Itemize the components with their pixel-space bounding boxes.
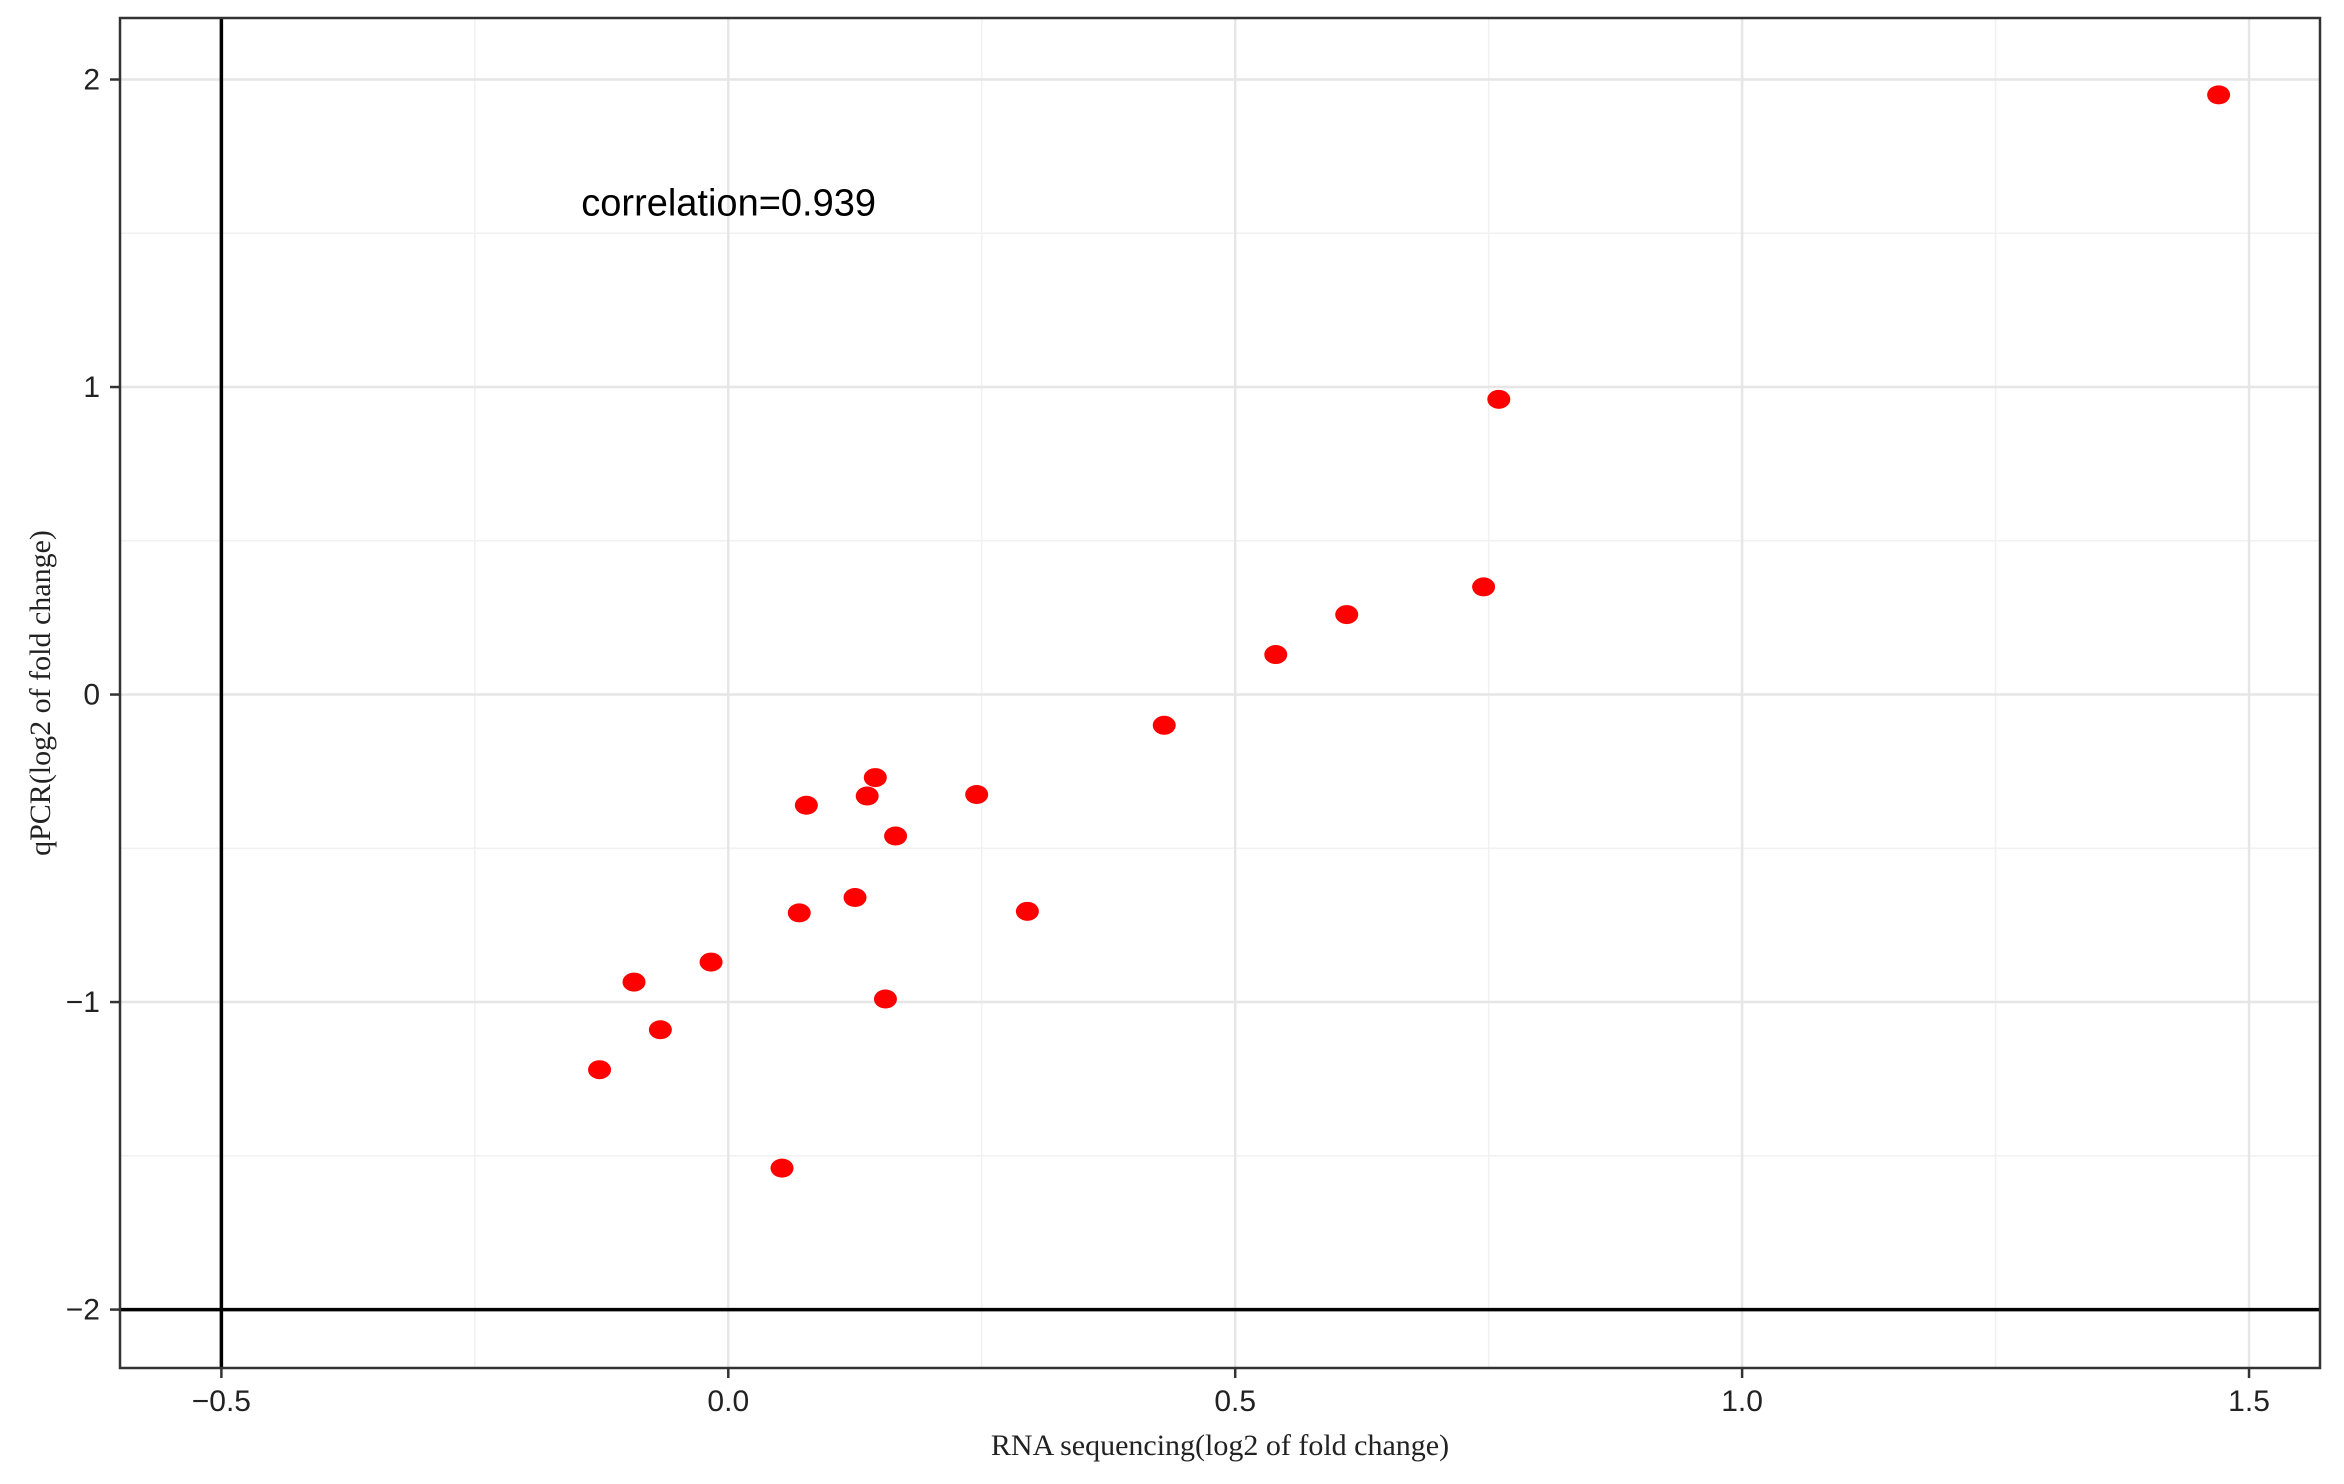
data-point [787, 903, 811, 923]
minor-gridlines [120, 18, 2320, 1368]
data-point [1487, 389, 1511, 409]
data-point [622, 972, 646, 992]
data-point [1152, 715, 1176, 735]
data-point [863, 768, 887, 788]
data-point [770, 1158, 794, 1178]
data-point [1472, 577, 1496, 597]
data-point [699, 952, 723, 972]
data-point [794, 795, 818, 815]
y-axis-title: qPCR(log2 of fold change) [24, 530, 57, 856]
y-tick-label: 2 [83, 64, 100, 97]
data-point [873, 989, 897, 1009]
x-tick-label: 1.0 [1721, 1385, 1763, 1418]
x-tick-label: 1.5 [2228, 1385, 2270, 1418]
y-axis-ticks: −2 −1 0 1 2 [66, 64, 120, 1327]
y-tick-label: 0 [83, 679, 100, 712]
data-point [843, 887, 867, 907]
y-tick-label: −1 [66, 986, 100, 1019]
data-point [648, 1020, 672, 1040]
data-point [855, 786, 879, 806]
data-point [965, 784, 989, 804]
data-point [2207, 85, 2231, 105]
x-tick-label: 0.0 [707, 1385, 749, 1418]
x-axis-title: RNA sequencing(log2 of fold change) [991, 1429, 1449, 1462]
y-tick-label: −2 [66, 1294, 100, 1327]
data-point [1015, 901, 1039, 921]
data-point [1335, 605, 1359, 625]
y-tick-label: 1 [83, 371, 100, 404]
data-point [884, 826, 908, 846]
data-point [1264, 645, 1288, 665]
reference-lines [120, 18, 2320, 1368]
correlation-annotation: correlation=0.939 [581, 183, 876, 225]
x-tick-label: −0.5 [192, 1385, 251, 1418]
x-tick-label: 0.5 [1214, 1385, 1256, 1418]
data-points [588, 85, 2231, 1178]
x-axis-ticks: −0.5 0.0 0.5 1.0 1.5 [192, 1368, 2270, 1418]
plot-panel-border [118, 16, 2322, 1370]
data-point [588, 1060, 612, 1080]
